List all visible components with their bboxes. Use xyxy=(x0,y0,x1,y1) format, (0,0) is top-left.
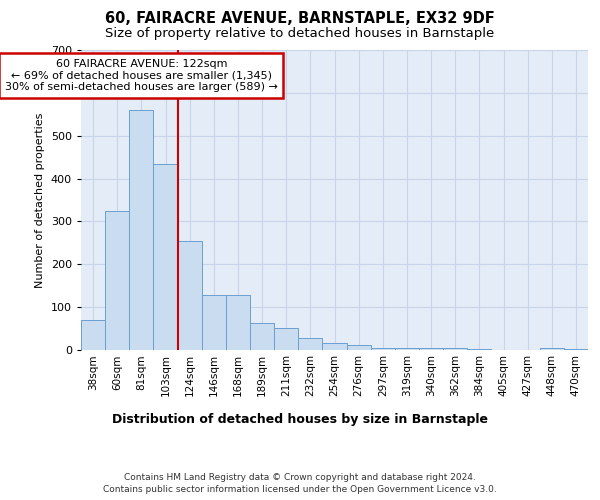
Bar xyxy=(371,348,395,350)
Bar xyxy=(419,348,443,350)
Bar xyxy=(250,323,274,350)
Bar xyxy=(395,348,419,350)
Text: Distribution of detached houses by size in Barnstaple: Distribution of detached houses by size … xyxy=(112,412,488,426)
Bar xyxy=(129,110,154,350)
Bar xyxy=(105,210,129,350)
Bar xyxy=(564,348,588,350)
Bar xyxy=(274,328,298,350)
Bar xyxy=(226,295,250,350)
Bar xyxy=(443,348,467,350)
Text: Contains public sector information licensed under the Open Government Licence v3: Contains public sector information licen… xyxy=(103,485,497,494)
Bar xyxy=(178,240,202,350)
Bar xyxy=(322,343,347,350)
Bar xyxy=(540,348,564,350)
Bar xyxy=(154,164,178,350)
Bar xyxy=(298,338,322,350)
Text: 60 FAIRACRE AVENUE: 122sqm
← 69% of detached houses are smaller (1,345)
30% of s: 60 FAIRACRE AVENUE: 122sqm ← 69% of deta… xyxy=(5,59,278,92)
Bar xyxy=(347,346,371,350)
Bar xyxy=(202,295,226,350)
Text: 60, FAIRACRE AVENUE, BARNSTAPLE, EX32 9DF: 60, FAIRACRE AVENUE, BARNSTAPLE, EX32 9D… xyxy=(105,11,495,26)
Y-axis label: Number of detached properties: Number of detached properties xyxy=(35,112,45,288)
Bar xyxy=(81,320,105,350)
Bar xyxy=(467,349,491,350)
Text: Size of property relative to detached houses in Barnstaple: Size of property relative to detached ho… xyxy=(106,28,494,40)
Text: Contains HM Land Registry data © Crown copyright and database right 2024.: Contains HM Land Registry data © Crown c… xyxy=(124,472,476,482)
